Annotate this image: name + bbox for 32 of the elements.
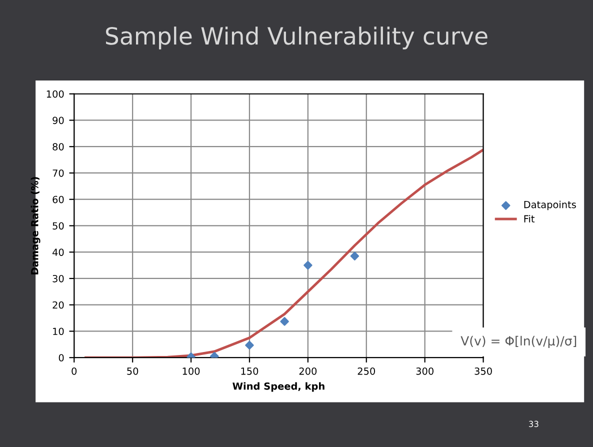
y-axis-title: Damage Ratio (%) [30, 177, 40, 274]
y-tick-label: 100 [46, 90, 64, 98]
point [245, 340, 254, 350]
y-tick-label: 0 [58, 354, 64, 362]
point [304, 260, 312, 270]
x-tick-label: 200 [299, 367, 317, 375]
y-tick-label: 40 [52, 248, 64, 256]
chart-title: Sample Wind Vulnerability curve [106, 26, 488, 50]
y-tick-label: 10 [53, 328, 64, 336]
x-tick-label: 350 [474, 367, 492, 375]
point [210, 352, 219, 358]
text: 33 [529, 420, 538, 428]
y-tick-label: 50 [52, 222, 64, 230]
y-tick-label: 80 [52, 143, 64, 150]
x-tick-label: 300 [416, 367, 434, 375]
x-axis-title: Wind Speed, kph [232, 382, 324, 392]
x-tick-label: 50 [127, 367, 138, 375]
x-tick-label: 0 [72, 367, 77, 375]
y-tick-label: 70 [52, 169, 64, 177]
legend-label: Fit [524, 214, 535, 222]
y-tick-label: 30 [52, 274, 64, 282]
y-tick-label: 90 [52, 116, 64, 124]
legend-label: Datapoints [524, 200, 576, 210]
x-tick-label: 100 [182, 367, 200, 375]
line-series [84, 148, 484, 358]
y-tick-label: 20 [52, 301, 64, 309]
point [350, 252, 360, 260]
annotation: V(v) = Φ[ln(v/μ)/σ] [460, 336, 576, 348]
point [280, 317, 289, 326]
x-tick-label: 150 [241, 367, 258, 375]
y-tick-label: 60 [52, 196, 64, 204]
x-tick-label: 250 [358, 367, 376, 375]
